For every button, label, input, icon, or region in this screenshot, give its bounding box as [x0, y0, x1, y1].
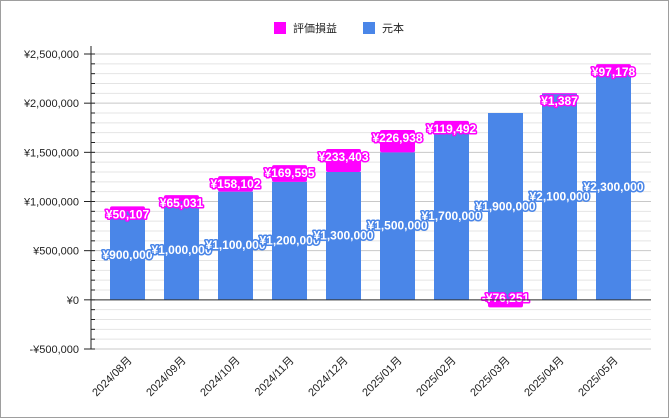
bar-principal: [272, 181, 307, 300]
data-label-gain-loss: ¥233,403: [318, 150, 368, 164]
data-label-principal: ¥1,100,000: [205, 238, 265, 252]
y-tick-label: -¥500,000: [29, 344, 79, 356]
x-tick-label: 2024/12月: [306, 355, 350, 399]
x-tick-label: 2025/02月: [414, 355, 458, 399]
legend-label: 元本: [382, 21, 404, 35]
bar-gain-loss: [164, 195, 199, 202]
data-label-gain-loss: ¥169,595: [264, 166, 314, 180]
legend-swatch: [363, 22, 375, 34]
bar-principal: [326, 172, 361, 300]
bar-principal: [110, 211, 145, 300]
data-label-principal: ¥2,300,000: [583, 180, 643, 194]
data-label-gain-loss: -¥76,251: [482, 291, 530, 305]
bar-principal: [542, 93, 577, 300]
bar-gain-loss: [218, 176, 253, 192]
data-label-principal: ¥1,500,000: [367, 219, 427, 233]
data-label-principal: ¥1,300,000: [313, 228, 373, 242]
bar-gain-loss: [488, 299, 523, 308]
legend-label: 評価損益: [293, 21, 337, 35]
bar-principal: [380, 152, 415, 300]
x-tick-label: 2025/05月: [576, 355, 620, 399]
bar-principal: [488, 113, 523, 300]
data-label-principal: ¥900,000: [102, 248, 152, 262]
bar-principal: [218, 191, 253, 300]
data-label-gain-loss: ¥50,107: [106, 207, 150, 221]
bar-gain-loss: [272, 165, 307, 182]
y-tick-label: ¥1,500,000: [23, 147, 79, 159]
data-label-gain-loss: ¥158,102: [210, 177, 260, 191]
bar-principal: [164, 201, 199, 300]
y-tick-label: ¥500,000: [32, 246, 79, 258]
legend-swatch: [274, 22, 286, 34]
x-tick-label: 2024/10月: [198, 355, 242, 399]
y-tick-label: ¥2,500,000: [23, 49, 79, 61]
bar-gain-loss: [542, 93, 577, 95]
bar-gain-loss: [326, 149, 361, 172]
x-tick-label: 2024/08月: [90, 355, 134, 399]
x-tick-label: 2025/03月: [468, 355, 512, 399]
bar-principal: [596, 73, 631, 300]
data-label-principal: ¥1,000,000: [151, 243, 211, 257]
bar-gain-loss: [110, 206, 145, 212]
y-tick-label: ¥1,000,000: [23, 197, 79, 209]
x-tick-label: 2024/09月: [144, 355, 188, 399]
bar-principal: [434, 132, 469, 300]
y-tick-label: ¥0: [66, 295, 79, 307]
y-tick-label: ¥2,000,000: [23, 98, 79, 110]
data-label-principal: ¥1,700,000: [421, 209, 481, 223]
data-label-gain-loss: ¥1,387: [541, 94, 578, 108]
x-tick-label: 2025/01月: [360, 355, 404, 399]
data-label-gain-loss: ¥226,938: [372, 131, 422, 145]
data-label-gain-loss: ¥65,031: [160, 196, 204, 210]
data-label-principal: ¥2,100,000: [529, 190, 589, 204]
data-label-principal: ¥1,900,000: [475, 199, 535, 213]
bar-gain-loss: [380, 130, 415, 153]
x-tick-label: 2024/11月: [253, 355, 297, 399]
data-label-principal: ¥1,200,000: [259, 233, 319, 247]
x-tick-label: 2025/04月: [522, 355, 566, 399]
data-label-gain-loss: ¥119,492: [427, 122, 477, 136]
bar-gain-loss: [434, 120, 469, 133]
data-label-gain-loss: ¥97,178: [592, 65, 636, 79]
bar-gain-loss: [596, 64, 631, 74]
